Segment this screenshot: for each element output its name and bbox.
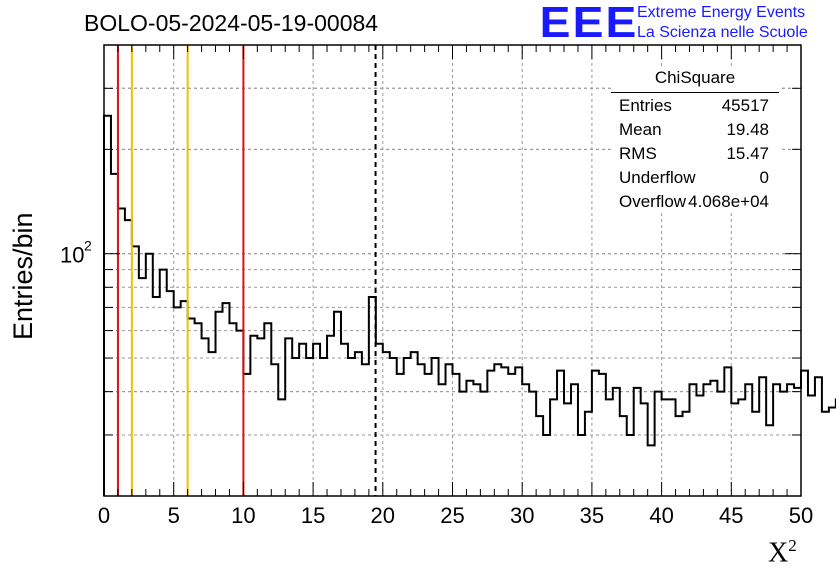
stats-value: 0 <box>759 168 769 187</box>
logo-line-2: La Scienza nelle Scuole <box>637 24 808 41</box>
x-tick-label: 40 <box>649 503 673 528</box>
x-tick-label: 35 <box>580 503 604 528</box>
stats-row: Overflow 4.068e+04 <box>611 189 779 213</box>
x-tick-label: 30 <box>510 503 534 528</box>
y-axis-label: Entries/bin <box>8 212 38 340</box>
stats-key: Overflow <box>619 192 687 211</box>
x-tick-label: 0 <box>98 503 110 528</box>
stats-box: ChiSquare Entries 45517 Mean 19.48 RMS 1… <box>611 66 779 213</box>
y-tick-label: 10 <box>60 243 84 268</box>
stats-row: RMS 15.47 <box>611 141 779 165</box>
eee-logo: EEE <box>539 0 639 47</box>
y-tick-label-exponent: 2 <box>84 238 92 254</box>
stats-key: Entries <box>619 96 672 115</box>
stats-key: Mean <box>619 120 662 139</box>
histogram-series <box>103 114 836 496</box>
x-axis-label: X2 <box>768 536 797 569</box>
stats-value: 19.48 <box>726 120 769 139</box>
stats-value: 45517 <box>721 96 769 115</box>
x-tick-label: 20 <box>371 503 395 528</box>
x-axis-label-exponent: 2 <box>788 536 797 555</box>
stats-row: Mean 19.48 <box>611 117 779 141</box>
stats-key: Underflow <box>619 168 696 187</box>
stats-row: Underflow 0 <box>611 165 779 189</box>
x-tick-label: 15 <box>301 503 325 528</box>
x-axis-label-base: X <box>768 537 789 569</box>
x-tick-label: 50 <box>789 503 813 528</box>
stats-row: Entries 45517 <box>611 93 779 117</box>
x-tick-label: 5 <box>168 503 180 528</box>
stats-value: 15.47 <box>726 144 769 163</box>
stats-value: 4.068e+04 <box>688 192 769 211</box>
stats-header: ChiSquare <box>611 66 779 93</box>
stats-key: RMS <box>619 144 657 163</box>
x-tick-label: 10 <box>231 503 255 528</box>
logo-line-1: Extreme Energy Events <box>637 4 806 21</box>
x-tick-label: 45 <box>719 503 743 528</box>
x-tick-label: 25 <box>440 503 464 528</box>
chart-title: BOLO-05-2024-05-19-00084 <box>84 10 379 36</box>
